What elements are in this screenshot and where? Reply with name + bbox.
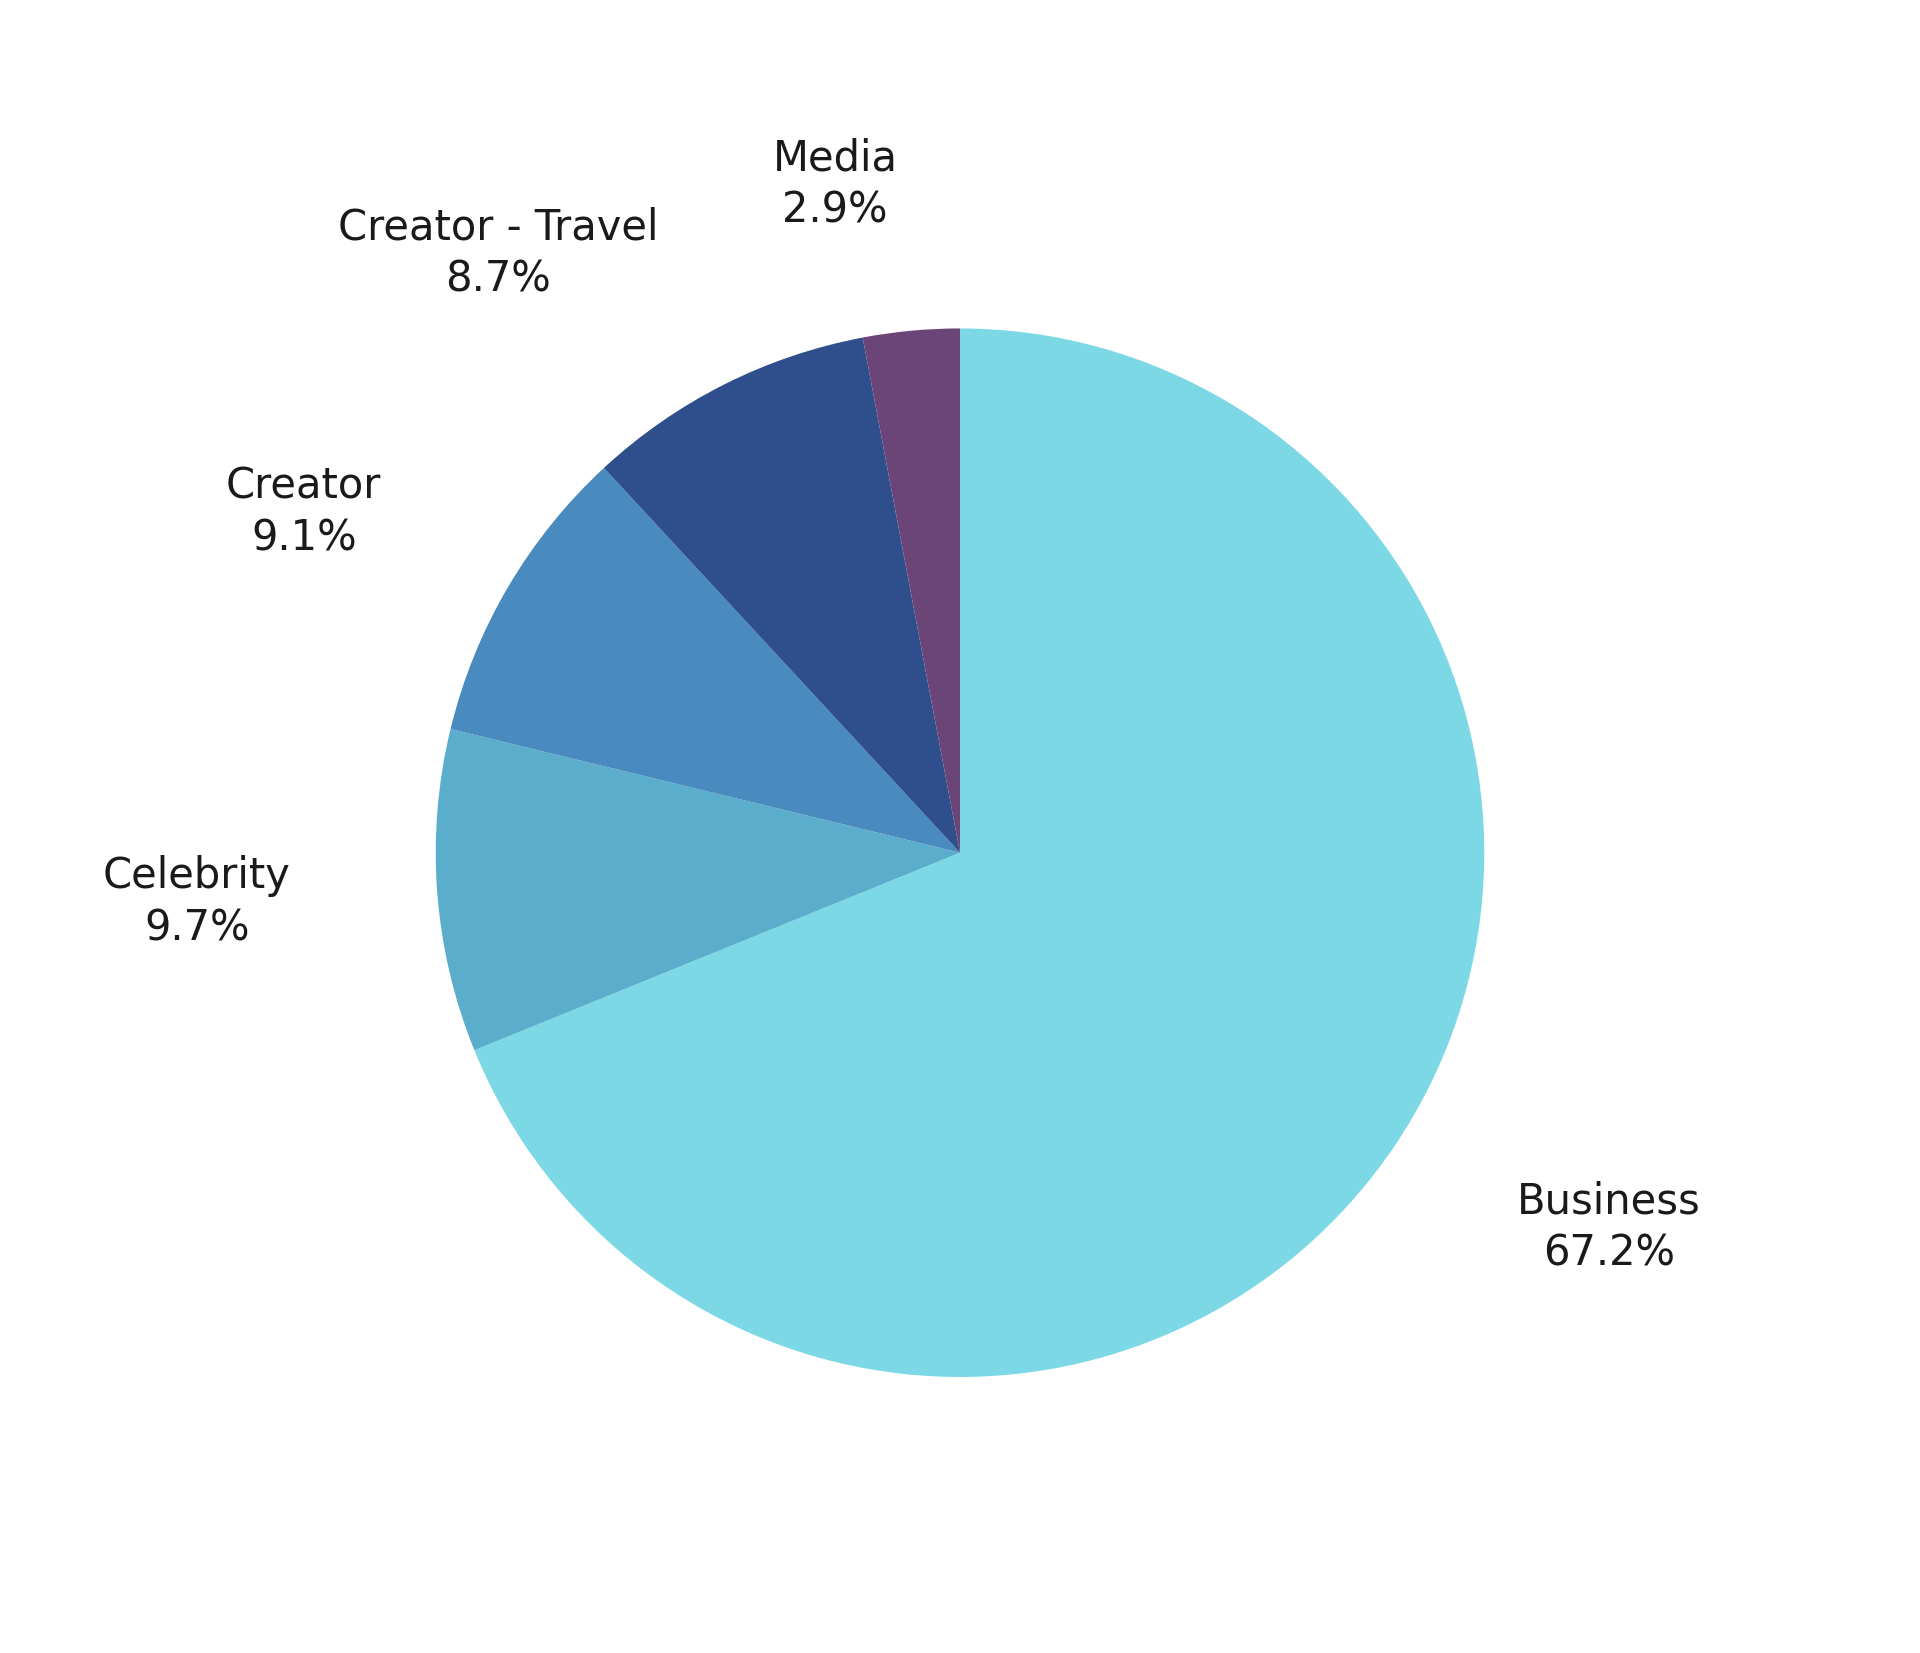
Text: Media
2.9%: Media 2.9% <box>772 137 897 231</box>
Wedge shape <box>605 337 960 853</box>
Wedge shape <box>474 329 1484 1377</box>
Wedge shape <box>862 329 960 853</box>
Text: Celebrity
9.7%: Celebrity 9.7% <box>104 855 290 949</box>
Wedge shape <box>436 729 960 1050</box>
Text: Creator
9.1%: Creator 9.1% <box>227 466 382 560</box>
Text: Creator - Travel
8.7%: Creator - Travel 8.7% <box>338 207 659 301</box>
Wedge shape <box>451 468 960 853</box>
Text: Business
67.2%: Business 67.2% <box>1517 1180 1701 1274</box>
